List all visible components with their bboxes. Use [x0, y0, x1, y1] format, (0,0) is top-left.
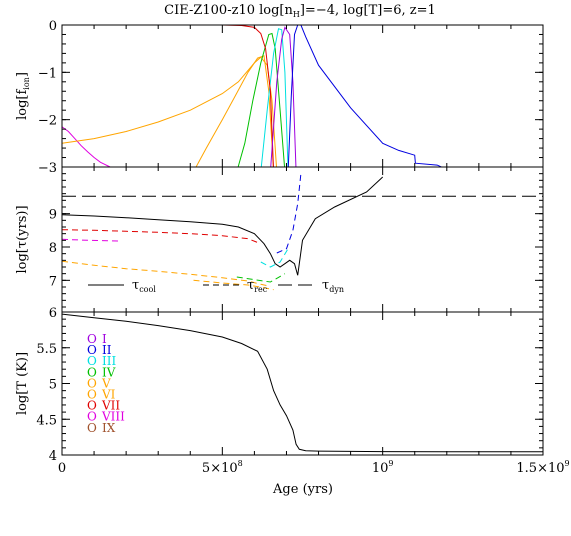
x-tick-label: 0 — [58, 461, 66, 476]
ion-legend-numeral: IX — [102, 421, 116, 435]
ion-legend-numeral: III — [102, 354, 116, 368]
ion-legend-numeral: IV — [102, 365, 116, 379]
y-tick-label: 5 — [49, 378, 57, 393]
y-tick-label: 4 — [49, 449, 57, 464]
legend-label-cool: τcool — [132, 278, 156, 294]
ion-legend-numeral: V — [101, 376, 111, 390]
series-line-8 — [276, 173, 302, 254]
series-line-3 — [237, 32, 286, 167]
y-tick-label: 7 — [49, 274, 57, 289]
y-tick-label: 5.5 — [36, 342, 57, 357]
series-group — [62, 25, 443, 167]
y-axis-label: log[fion] — [15, 72, 31, 120]
series-line-0 — [62, 126, 112, 167]
ion-legend-numeral: VI — [101, 388, 116, 402]
panel-temperature: 4 4.5 5 5.5 6 log[T (K)] — [15, 306, 544, 464]
legend-label-rec: τrec — [247, 278, 268, 294]
series-line-1 — [62, 176, 384, 276]
series-line-7 — [260, 248, 289, 268]
x-tick-label: 109 — [372, 459, 394, 476]
series-line-7 — [287, 25, 443, 167]
y-tick-label: 9 — [49, 208, 57, 223]
series-line-0 — [62, 313, 543, 453]
panel-timescales: 7 8 9 log[τ(yrs)] τcool τrec τdyn — [15, 166, 544, 313]
y-axis-label: log[T (K)] — [15, 352, 30, 415]
panel-frame — [61, 24, 544, 168]
y-tick-label: 4.5 — [36, 413, 57, 428]
panel-frame — [61, 311, 544, 456]
y-tick-label: 0 — [49, 19, 57, 34]
series-line-5 — [193, 279, 274, 291]
y-tick-label: −1 — [38, 66, 57, 81]
ion-legend-element: O — [87, 332, 97, 346]
ion-legend-element: O — [87, 365, 97, 379]
ion-legend-numeral: VII — [101, 399, 120, 413]
panel-ion-fractions: 0 −1 −2 −3 log[fion] — [15, 19, 544, 176]
ion-legend-numeral: II — [102, 343, 112, 357]
series-group — [62, 173, 543, 291]
ion-legend-numeral: I — [102, 332, 107, 346]
series-line-6 — [236, 273, 286, 283]
y-tick-label: −3 — [38, 161, 57, 176]
ion-legend-element: O — [87, 343, 97, 357]
y-tick-label: 6 — [49, 306, 57, 321]
series-line-2 — [62, 229, 261, 245]
ion-legend-element: O — [87, 376, 97, 390]
y-tick-label: 8 — [49, 241, 57, 256]
series-group — [62, 313, 543, 453]
legend-label-dyn: τdyn — [322, 278, 344, 294]
series-line-2 — [195, 55, 274, 167]
series-line-4 — [260, 28, 289, 167]
series-line-1 — [62, 56, 277, 167]
ion-legend-element: O — [87, 388, 97, 402]
ion-legend-element: O — [87, 354, 97, 368]
series-line-4 — [62, 260, 271, 287]
figure-title: CIE-Z100-z10 log[nH]=−4, log[T]=6, z=1 — [164, 3, 436, 19]
x-tick-label: 5×108 — [202, 459, 243, 476]
ion-legend-element: O — [87, 410, 97, 424]
y-tick-label: −2 — [38, 114, 57, 129]
series-line-6 — [270, 26, 297, 167]
x-tick-label: 1.5×109 — [516, 459, 569, 476]
x-axis-label: Age (yrs) — [272, 482, 333, 497]
series-line-5 — [62, 25, 274, 167]
ion-legend-numeral: VIII — [101, 410, 125, 424]
y-axis-label: log[τ(yrs)] — [15, 205, 30, 273]
ion-legend-element: O — [87, 421, 97, 435]
ion-legend-element: O — [87, 399, 97, 413]
series-line-3 — [62, 238, 120, 242]
